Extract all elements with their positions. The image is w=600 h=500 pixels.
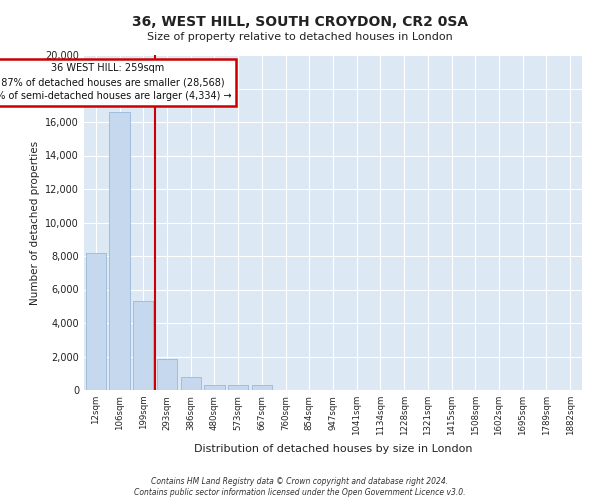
X-axis label: Distribution of detached houses by size in London: Distribution of detached houses by size … — [194, 444, 472, 454]
Text: Contains HM Land Registry data © Crown copyright and database right 2024.
Contai: Contains HM Land Registry data © Crown c… — [134, 478, 466, 497]
Bar — [109, 112, 130, 390]
Text: Size of property relative to detached houses in London: Size of property relative to detached ho… — [147, 32, 453, 42]
Bar — [228, 386, 248, 390]
Y-axis label: Number of detached properties: Number of detached properties — [30, 140, 40, 304]
Bar — [205, 385, 224, 390]
Bar — [86, 252, 106, 390]
Bar — [133, 301, 154, 390]
Bar — [181, 376, 201, 390]
Text: 36, WEST HILL, SOUTH CROYDON, CR2 0SA: 36, WEST HILL, SOUTH CROYDON, CR2 0SA — [132, 15, 468, 29]
Text: 36 WEST HILL: 259sqm
← 87% of detached houses are smaller (28,568)
13% of semi-d: 36 WEST HILL: 259sqm ← 87% of detached h… — [0, 64, 232, 102]
Bar — [252, 386, 272, 390]
Bar — [157, 359, 177, 390]
